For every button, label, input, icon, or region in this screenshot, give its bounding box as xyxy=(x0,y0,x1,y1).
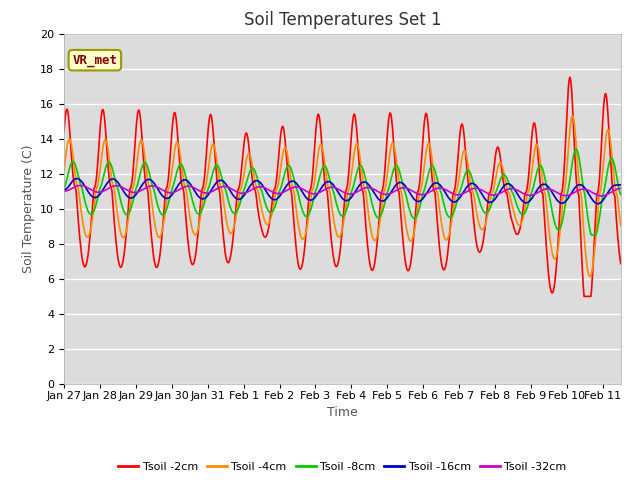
Y-axis label: Soil Temperature (C): Soil Temperature (C) xyxy=(22,144,35,273)
Legend: Tsoil -2cm, Tsoil -4cm, Tsoil -8cm, Tsoil -16cm, Tsoil -32cm: Tsoil -2cm, Tsoil -4cm, Tsoil -8cm, Tsoi… xyxy=(114,457,571,477)
Text: VR_met: VR_met xyxy=(72,54,117,67)
X-axis label: Time: Time xyxy=(327,407,358,420)
Title: Soil Temperatures Set 1: Soil Temperatures Set 1 xyxy=(244,11,441,29)
